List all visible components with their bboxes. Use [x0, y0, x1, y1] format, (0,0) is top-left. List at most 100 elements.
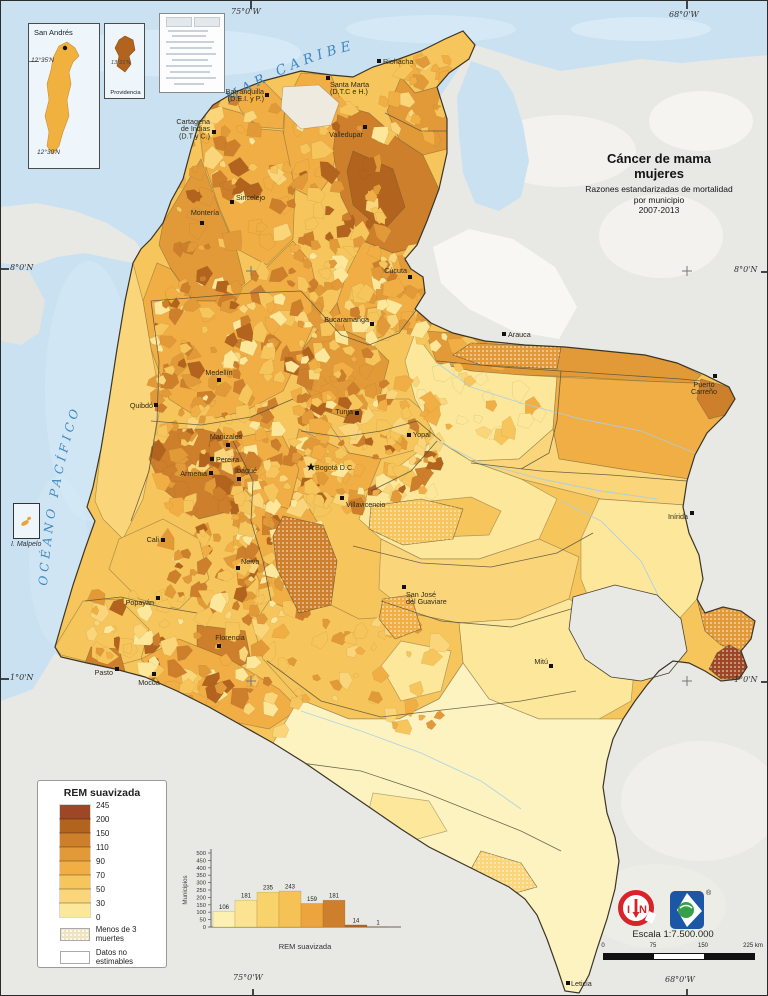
legend-special-classes: Menos de 3 muertes Datos no estimables — [48, 925, 166, 966]
bar-value-label: 106 — [219, 905, 230, 911]
svg-text:500: 500 — [196, 851, 206, 857]
bar-value-label: 159 — [307, 897, 318, 903]
scale-text: Escala 1:7.500.000 — [632, 929, 714, 940]
providencia-lat: 13°21'N — [111, 60, 131, 66]
legend-swatch — [59, 846, 91, 862]
lon-label-top-left: 75°0'W — [231, 7, 261, 16]
city-marker — [326, 76, 330, 80]
legend-break-value: 150 — [96, 829, 110, 838]
scale-tick-value: 150 — [697, 943, 709, 949]
city-marker — [237, 477, 241, 481]
city-label: Ibagué — [235, 466, 257, 475]
san-andres-lat-bottom: 12°30'N — [37, 149, 60, 156]
bar-value-label: 1 — [376, 920, 380, 926]
san-andres-lat-top: 12°35'N — [31, 57, 54, 64]
city-label: Pasto — [95, 668, 113, 677]
city-marker — [115, 667, 119, 671]
department-borders — [84, 112, 702, 852]
panama-land — [1, 203, 141, 267]
svg-text:200: 200 — [196, 895, 206, 901]
city-marker — [407, 433, 411, 437]
city-label: Neiva — [241, 557, 259, 566]
city-marker — [370, 322, 374, 326]
city-label: San José del Guaviare — [406, 590, 447, 606]
city-label: Inírida — [668, 512, 688, 521]
malpelo-label: I. Malpelo — [11, 541, 42, 548]
graticule-crosses — [246, 266, 692, 686]
city-label: Tunja — [335, 407, 353, 416]
city-label: Montería — [191, 208, 219, 217]
svg-text:300: 300 — [196, 881, 206, 887]
city-marker — [713, 374, 717, 378]
bar-value-label: 14 — [353, 918, 360, 924]
legend-special-label: Datos no estimables — [95, 948, 134, 966]
venezuela-mountains — [433, 229, 577, 339]
svg-text:350: 350 — [196, 873, 206, 879]
legend-break-value: 50 — [96, 885, 105, 894]
city-label: Valledupar — [329, 130, 363, 139]
city-label: Leticia — [571, 979, 592, 988]
city-label: Mitú — [534, 657, 548, 666]
city-label: Manizales — [210, 432, 243, 441]
city-marker — [402, 585, 406, 589]
chart-x-axis-label: REM suavizada — [279, 942, 332, 951]
legend-break-value: 30 — [96, 899, 105, 908]
city-label: Puerto Carreño — [691, 380, 717, 396]
city-marker — [210, 457, 214, 461]
city-label: Bogotá D.C. — [315, 463, 354, 472]
lat-label-left-lower: 1°0'N — [10, 673, 34, 682]
info-header-cell — [194, 17, 220, 27]
histogram-bar — [322, 899, 346, 928]
brazil-bulge — [568, 584, 688, 682]
san-andres-inset-title: San Andrés — [34, 28, 73, 37]
scale-tick-labels: 0 75 150 225 km — [593, 943, 767, 952]
city-marker — [377, 59, 381, 63]
legend-special-row: Datos no estimables — [48, 948, 166, 966]
map-subtitle-line3: 2007-2013 — [638, 205, 680, 215]
svg-text:0: 0 — [203, 925, 206, 931]
legend-swatch — [59, 832, 91, 848]
city-label: Cartagena de Indias (D.T y C.) — [176, 117, 210, 140]
city-marker — [200, 221, 204, 225]
city-label: Cúcuta — [384, 266, 407, 275]
legend-break-value: 0 — [96, 913, 101, 922]
city-marker — [156, 596, 160, 600]
city-label: Medellín — [205, 368, 232, 377]
san-andres-island — [44, 41, 80, 155]
scale-bar-graphic — [603, 953, 755, 960]
city-label: Pereira — [216, 455, 239, 464]
histogram-bar — [300, 903, 324, 928]
city-marker — [209, 471, 213, 475]
city-label: Popayán — [126, 598, 154, 607]
city-marker — [306, 462, 316, 471]
colombia-outline — [54, 30, 756, 994]
legend-color-ramp — [59, 804, 91, 918]
histogram-bar — [212, 911, 236, 928]
city-label: Villavicencio — [346, 500, 385, 509]
scale-tick-value: 0 — [601, 943, 605, 949]
lat-label-right-lower: 1°0'N — [734, 675, 758, 684]
city-label: Sincelejo — [236, 193, 265, 202]
lat-label-left-upper: 8°0'N — [10, 263, 34, 272]
legend-special-label: Menos de 3 muertes — [95, 925, 137, 943]
city-marker — [355, 411, 359, 415]
city-label: Quibdó — [130, 401, 153, 410]
city-label: Arauca — [508, 330, 531, 339]
legend-swatch — [59, 888, 91, 904]
igac-logo — [670, 891, 704, 929]
histogram-bar — [256, 891, 280, 928]
legend-break-value: 90 — [96, 857, 105, 866]
svg-text:400: 400 — [196, 866, 206, 872]
registered-mark: ® — [706, 890, 712, 897]
colombia-landmass — [55, 31, 755, 993]
lon-label-top-right: 68°0'W — [669, 10, 699, 19]
city-marker — [230, 200, 234, 204]
city-marker — [152, 672, 156, 676]
map-title-block: Cáncer de mama mujeres Razones estandari… — [563, 151, 755, 216]
bar-value-label: 235 — [263, 886, 274, 892]
map-title-line1: Cáncer de mama — [606, 151, 712, 166]
